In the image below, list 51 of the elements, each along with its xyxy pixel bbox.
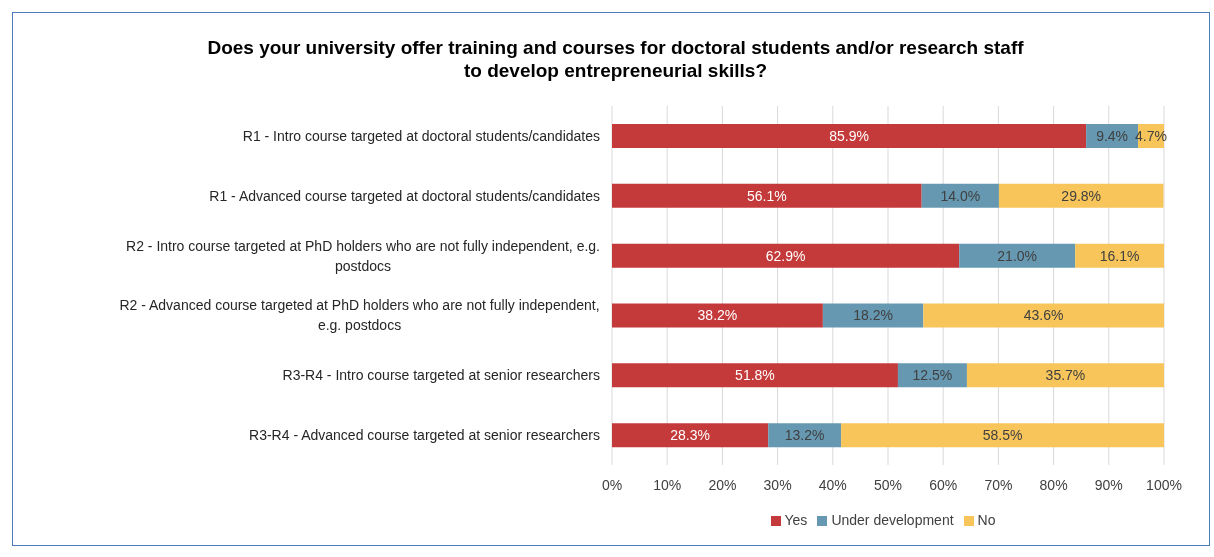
data-label: 58.5% [982,427,1023,444]
data-label: 28.3% [670,427,710,444]
x-tick-label: 0% [601,476,623,493]
x-tick-label: 60% [929,476,958,493]
x-tick-label: 100% [1146,476,1182,493]
bar [1075,243,1164,268]
data-label: 56.1% [746,187,787,204]
x-tick-label: 80% [1039,476,1068,493]
x-tick-label: 70% [984,476,1013,493]
y-tick-label: R3-R4 - Advanced course targeted at senior researchers [249,427,600,444]
bar [612,243,960,268]
data-label: 38.2% [697,307,738,324]
data-label: 29.8% [1061,187,1102,204]
bar [841,423,1164,448]
data-label: 16.1% [1099,247,1140,264]
chart-title: Does your university offer training and courses for doctoral students and/or research staff to develop entrepreneurial skills? [206,36,1025,82]
data-label: 51.8% [735,367,775,384]
data-label: 85.9% [829,127,869,144]
data-label: 14.0% [940,187,981,204]
y-tick-label: R1 - Advanced course targeted at doctoral students/candidates [209,187,600,204]
data-label: 18.2% [853,307,893,324]
x-tick-label: 30% [763,476,792,493]
y-tick-label: R1 - Intro course targeted at doctoral students/candidates [242,127,600,144]
x-tick-label: 90% [1094,476,1123,493]
bar [966,363,1164,388]
data-label: 9.4% [1096,127,1129,144]
y-tick-label: R3-R4 - Intro course targeted at senior researchers [282,367,600,384]
data-label: 21.0% [997,247,1038,264]
y-tick-label: R2 - Intro course targeted at PhD holders who are not fully independent, e.g. postdocs [126,237,600,274]
data-label: 12.5% [912,367,953,384]
bar [822,303,924,328]
legend-label: Yes [784,512,808,528]
x-tick-label: 20% [708,476,737,493]
bar [612,303,823,328]
bar [959,243,1076,268]
bar [923,303,1164,328]
x-tick-label: 40% [818,476,847,493]
data-label: 13.2% [784,427,825,444]
bar [612,183,922,208]
bar [612,423,769,448]
legend-label: No [977,512,996,528]
data-label: 62.9% [765,247,806,264]
bar [612,363,898,388]
x-tick-label: 50% [873,476,903,493]
y-tick-label: R2 - Advanced course targeted at PhD holders who are not fully independent, e.g. postdocs [119,297,600,334]
legend-label: Under development [831,512,954,528]
data-label: 43.6% [1023,307,1064,324]
x-tick-label: 10% [653,476,682,493]
data-label: 35.7% [1045,367,1086,384]
bar [612,124,1087,148]
bar [998,183,1164,208]
